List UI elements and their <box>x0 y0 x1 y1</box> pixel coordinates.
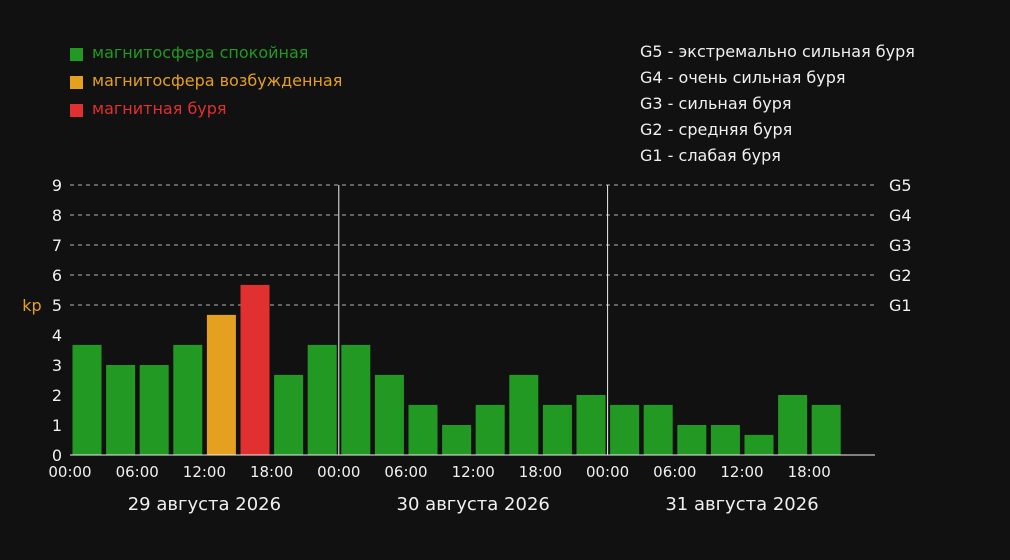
day-label: 31 августа 2026 <box>665 494 818 515</box>
x-tick-label: 12:00 <box>183 463 226 481</box>
x-tick-label: 18:00 <box>788 463 831 481</box>
legend-item: магнитосфера спокойная <box>70 42 490 70</box>
y-tick-label: 9 <box>52 176 62 195</box>
legend-item: магнитосфера возбужденная <box>70 70 490 98</box>
kp-bar <box>139 365 169 455</box>
kp-bar <box>677 425 707 455</box>
kp-bar <box>710 425 740 455</box>
y-tick-label: 5 <box>52 296 62 315</box>
legend-swatch <box>70 48 83 61</box>
legend-swatch <box>70 104 83 117</box>
x-tick-label: 00:00 <box>48 463 91 481</box>
y-tick-label: 6 <box>52 266 62 285</box>
x-tick-label: 06:00 <box>384 463 427 481</box>
storm-level-label: G2 - средняя буря <box>640 120 793 139</box>
kp-bar <box>173 344 203 455</box>
kp-bar <box>744 434 774 455</box>
storm-level-label: G3 - сильная буря <box>640 94 792 113</box>
x-tick-label: 06:00 <box>653 463 696 481</box>
kp-bar <box>509 374 539 455</box>
kp-bar <box>576 395 606 455</box>
y-tick-label: 1 <box>52 416 62 435</box>
x-tick-label: 18:00 <box>250 463 293 481</box>
kp-bar <box>240 284 270 455</box>
storm-level-label: G4 - очень сильная буря <box>640 68 846 87</box>
g-level-label: G1 <box>889 296 912 315</box>
kp-bar <box>610 404 640 455</box>
x-tick-label: 12:00 <box>452 463 495 481</box>
kp-bar <box>811 404 841 455</box>
kp-bar <box>307 344 337 455</box>
x-tick-label: 06:00 <box>116 463 159 481</box>
y-tick-label: 7 <box>52 236 62 255</box>
day-label: 30 августа 2026 <box>397 494 550 515</box>
x-tick-label: 00:00 <box>317 463 360 481</box>
legend: магнитосфера спокойная магнитосфера возбу… <box>70 42 490 126</box>
x-tick-label: 00:00 <box>586 463 629 481</box>
storm-level-label: G1 - слабая буря <box>640 146 781 165</box>
g-level-label: G5 <box>889 176 912 195</box>
kp-bar <box>106 365 136 455</box>
kp-bar <box>643 404 673 455</box>
y-tick-label: 4 <box>52 326 62 345</box>
kp-bar <box>542 404 572 455</box>
day-label: 29 августа 2026 <box>128 494 281 515</box>
kp-bar <box>475 404 505 455</box>
y-tick-label: 0 <box>52 446 62 465</box>
g-level-label: G4 <box>889 206 912 225</box>
legend-label: магнитная буря <box>92 99 227 118</box>
g-level-label: G3 <box>889 236 912 255</box>
kp-bar <box>341 344 371 455</box>
kp-bar <box>408 404 438 455</box>
y-tick-label: 3 <box>52 356 62 375</box>
g-level-label: G2 <box>889 266 912 285</box>
legend-swatch <box>70 76 83 89</box>
kp-bar <box>206 314 236 455</box>
legend-item: магнитная буря <box>70 98 490 126</box>
storm-level-label: G5 - экстремально сильная буря <box>640 42 915 61</box>
x-tick-label: 12:00 <box>720 463 763 481</box>
storm-scale-legend: G5 - экстремально сильная буря G4 - очень… <box>640 42 980 172</box>
x-tick-label: 18:00 <box>519 463 562 481</box>
legend-label: магнитосфера возбужденная <box>92 71 343 90</box>
kp-bar <box>72 344 102 455</box>
kp-bar <box>778 395 808 455</box>
kp-bar <box>274 374 304 455</box>
kp-bar <box>442 425 472 455</box>
y-axis-label: kp <box>22 296 41 315</box>
kp-bar <box>374 374 404 455</box>
y-tick-label: 8 <box>52 206 62 225</box>
legend-label: магнитосфера спокойная <box>92 43 309 62</box>
y-tick-label: 2 <box>52 386 62 405</box>
